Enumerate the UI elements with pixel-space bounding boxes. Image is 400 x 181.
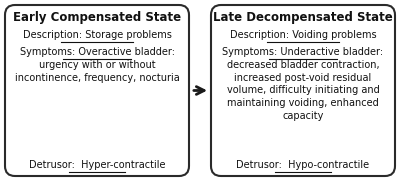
Text: Description: Voiding problems: Description: Voiding problems — [230, 30, 376, 40]
Text: Early Compensated State: Early Compensated State — [13, 11, 181, 24]
Text: Detrusor:  Hypo-contractile: Detrusor: Hypo-contractile — [236, 160, 370, 170]
Text: Detrusor:  Hyper-contractile: Detrusor: Hyper-contractile — [29, 160, 165, 170]
Text: Symptoms: Overactive bladder:
urgency with or without
incontinence, frequency, n: Symptoms: Overactive bladder: urgency wi… — [15, 47, 179, 83]
Text: Description: Storage problems: Description: Storage problems — [22, 30, 172, 40]
FancyBboxPatch shape — [5, 5, 189, 176]
FancyBboxPatch shape — [211, 5, 395, 176]
Text: Late Decompensated State: Late Decompensated State — [213, 11, 393, 24]
Text: Symptoms: Underactive bladder:
decreased bladder contraction,
increased post-voi: Symptoms: Underactive bladder: decreased… — [222, 47, 384, 121]
